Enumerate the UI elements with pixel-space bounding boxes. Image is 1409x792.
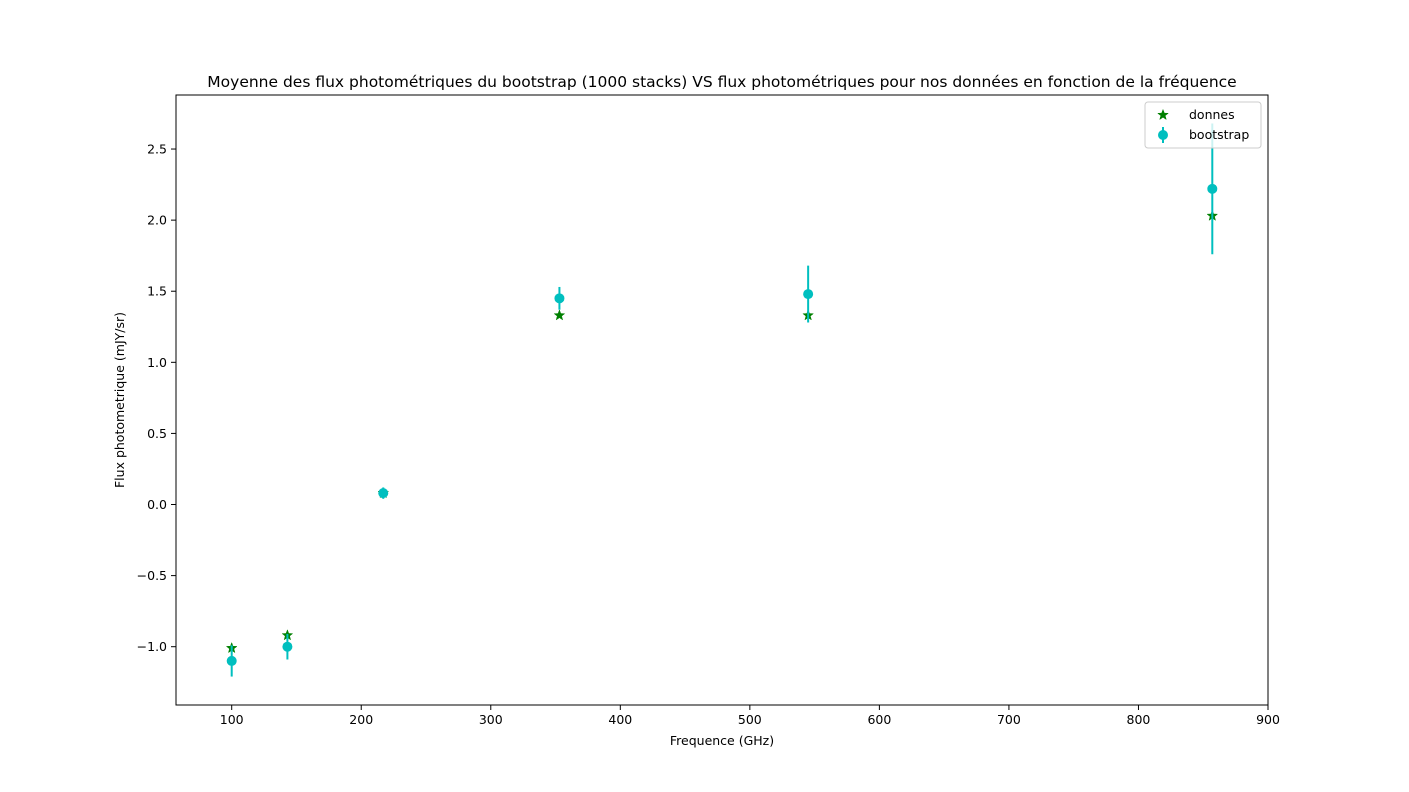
bootstrap-point: [803, 289, 814, 300]
bootstrap-point: [282, 641, 293, 652]
chart-title: Moyenne des flux photométriques du boots…: [207, 73, 1236, 91]
legend: donnes bootstrap: [1144, 101, 1262, 149]
x-tick-label: 200: [349, 712, 373, 727]
x-tick-label: 600: [867, 712, 891, 727]
legend-marker-donnes: [1157, 108, 1169, 121]
legend-box: [1144, 101, 1262, 149]
x-axis: 100 200 300 400 500 600 700 800 900: [220, 705, 1280, 727]
y-tick-label: 0.5: [147, 426, 167, 441]
plot-frame: [175, 94, 1269, 706]
y-axis-label: Flux photometrique (mJY/sr): [112, 312, 127, 488]
y-tick-label: 2.0: [147, 213, 167, 228]
legend-circle-icon: [1158, 130, 1168, 140]
x-tick-label: 500: [738, 712, 762, 727]
y-tick-label: 2.5: [147, 142, 167, 157]
legend-marker-bootstrap: [1158, 127, 1168, 143]
bootstrap-point: [554, 293, 565, 304]
y-tick-label: 1.0: [147, 355, 167, 370]
y-axis: −1.0 −0.5 0.0 0.5 1.0 1.5 2.0 2.5: [137, 142, 176, 654]
x-tick-label: 100: [220, 712, 244, 727]
y-tick-label: −1.0: [137, 639, 167, 654]
donnes-point: [553, 309, 566, 321]
plot-area: [175, 94, 1269, 706]
x-tick-label: 700: [997, 712, 1021, 727]
bootstrap-point: [226, 655, 237, 666]
legend-label-donnes: donnes: [1189, 107, 1235, 122]
bootstrap-point: [378, 488, 389, 499]
legend-star-icon: [1157, 108, 1169, 121]
y-tick-label: 0.0: [147, 497, 167, 512]
x-tick-label: 900: [1256, 712, 1280, 727]
y-tick-label: −0.5: [137, 568, 167, 583]
y-tick-label: 1.5: [147, 284, 167, 299]
legend-label-bootstrap: bootstrap: [1189, 127, 1249, 142]
data-marks: [225, 123, 1219, 677]
x-axis-label: Frequence (GHz): [670, 733, 774, 748]
x-tick-label: 300: [479, 712, 503, 727]
x-tick-label: 800: [1127, 712, 1151, 727]
bootstrap-point: [1207, 183, 1218, 194]
x-tick-label: 400: [608, 712, 632, 727]
